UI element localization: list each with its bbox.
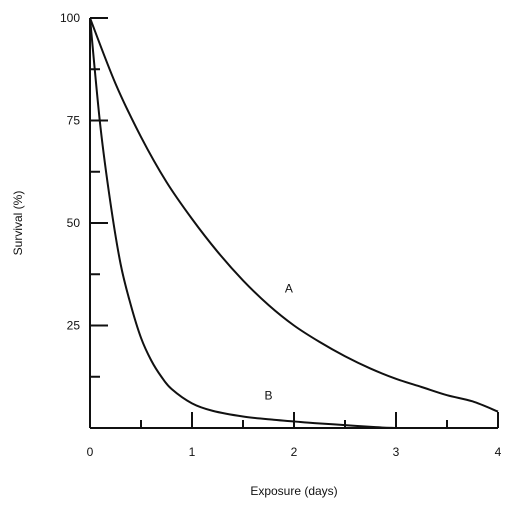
x-tick-label: 1 — [189, 445, 196, 459]
curve-B — [89, 17, 397, 429]
y-tick-label: 25 — [67, 319, 81, 333]
y-tick-label: 100 — [60, 11, 80, 25]
x-tick-label: 4 — [495, 445, 502, 459]
x-tick-label: 2 — [291, 445, 298, 459]
ticks — [89, 17, 499, 428]
axes — [89, 18, 498, 429]
y-tick-label: 50 — [67, 216, 81, 230]
curves — [89, 17, 499, 429]
tick-labels: 0 1 2 3 4 25 50 75 100 — [60, 11, 502, 459]
curve-A — [89, 17, 499, 413]
y-tick-label: 75 — [67, 114, 81, 128]
y-axis-title: Survival (%) — [11, 191, 25, 256]
x-tick-label: 3 — [393, 445, 400, 459]
annotations: AB — [264, 282, 292, 403]
series-label-B: B — [264, 388, 272, 402]
x-tick-label: 0 — [87, 445, 94, 459]
series-label-A: A — [285, 282, 293, 296]
x-axis-title: Exposure (days) — [250, 484, 337, 498]
